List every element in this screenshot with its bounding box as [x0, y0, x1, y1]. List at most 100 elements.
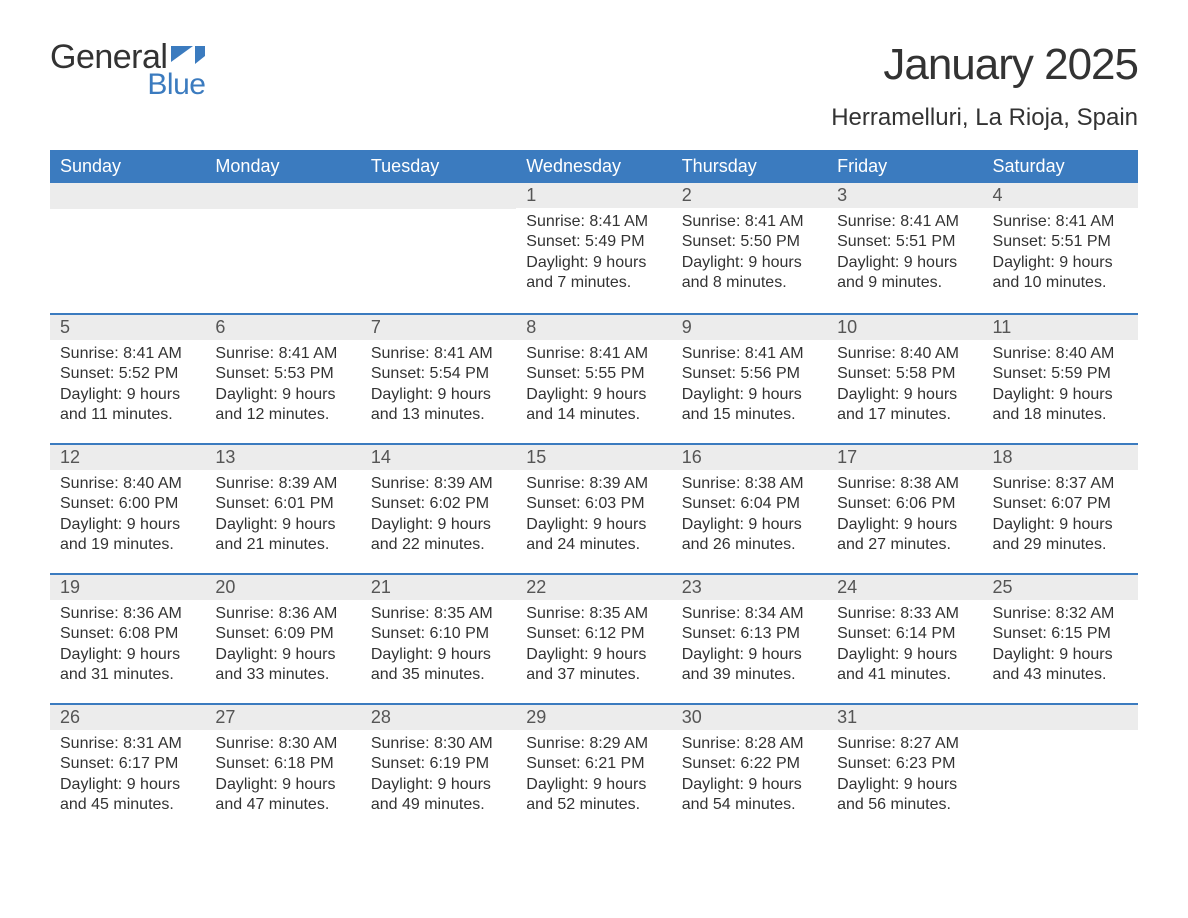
day-number-bar: 4 — [983, 183, 1138, 208]
sunrise-line: Sunrise: 8:36 AM — [215, 604, 350, 624]
day-number-bar — [50, 183, 205, 209]
sunset-line: Sunset: 6:14 PM — [837, 624, 972, 644]
sunrise-line: Sunrise: 8:28 AM — [682, 734, 817, 754]
sunset-line: Sunset: 6:10 PM — [371, 624, 506, 644]
day-number-bar: 21 — [361, 573, 516, 600]
sunset-line: Sunset: 6:09 PM — [215, 624, 350, 644]
daylight-line: Daylight: 9 hours and 12 minutes. — [215, 385, 350, 426]
calendar-cell: 4Sunrise: 8:41 AMSunset: 5:51 PMDaylight… — [983, 183, 1138, 313]
calendar-cell — [361, 183, 516, 313]
daylight-line: Daylight: 9 hours and 14 minutes. — [526, 385, 661, 426]
calendar-week-row: 26Sunrise: 8:31 AMSunset: 6:17 PMDayligh… — [50, 703, 1138, 833]
daylight-line: Daylight: 9 hours and 35 minutes. — [371, 645, 506, 686]
day-number-bar: 3 — [827, 183, 982, 208]
calendar-cell: 14Sunrise: 8:39 AMSunset: 6:02 PMDayligh… — [361, 443, 516, 573]
weekday-header: Sunday — [50, 150, 205, 183]
daylight-line: Daylight: 9 hours and 47 minutes. — [215, 775, 350, 816]
calendar-week-row: 1Sunrise: 8:41 AMSunset: 5:49 PMDaylight… — [50, 183, 1138, 313]
sunrise-line: Sunrise: 8:41 AM — [682, 344, 817, 364]
calendar-week-row: 19Sunrise: 8:36 AMSunset: 6:08 PMDayligh… — [50, 573, 1138, 703]
sunrise-line: Sunrise: 8:40 AM — [837, 344, 972, 364]
sunset-line: Sunset: 6:03 PM — [526, 494, 661, 514]
day-content — [361, 209, 516, 223]
sunset-line: Sunset: 5:55 PM — [526, 364, 661, 384]
calendar-cell: 9Sunrise: 8:41 AMSunset: 5:56 PMDaylight… — [672, 313, 827, 443]
sunrise-line: Sunrise: 8:39 AM — [526, 474, 661, 494]
sunset-line: Sunset: 6:22 PM — [682, 754, 817, 774]
calendar-cell: 5Sunrise: 8:41 AMSunset: 5:52 PMDaylight… — [50, 313, 205, 443]
daylight-line: Daylight: 9 hours and 39 minutes. — [682, 645, 817, 686]
weekday-header: Wednesday — [516, 150, 671, 183]
day-content: Sunrise: 8:40 AMSunset: 5:59 PMDaylight:… — [983, 340, 1138, 436]
sunrise-line: Sunrise: 8:35 AM — [526, 604, 661, 624]
day-number-bar: 14 — [361, 443, 516, 470]
calendar-cell: 1Sunrise: 8:41 AMSunset: 5:49 PMDaylight… — [516, 183, 671, 313]
day-content: Sunrise: 8:39 AMSunset: 6:01 PMDaylight:… — [205, 470, 360, 566]
daylight-line: Daylight: 9 hours and 43 minutes. — [993, 645, 1128, 686]
calendar-cell: 13Sunrise: 8:39 AMSunset: 6:01 PMDayligh… — [205, 443, 360, 573]
sunrise-line: Sunrise: 8:41 AM — [371, 344, 506, 364]
calendar-cell: 20Sunrise: 8:36 AMSunset: 6:09 PMDayligh… — [205, 573, 360, 703]
day-number-bar: 16 — [672, 443, 827, 470]
day-number-bar — [205, 183, 360, 209]
sunset-line: Sunset: 6:02 PM — [371, 494, 506, 514]
brand-logo: General Blue — [50, 40, 205, 100]
weekday-header: Saturday — [983, 150, 1138, 183]
day-number-bar: 30 — [672, 703, 827, 730]
calendar-cell — [983, 703, 1138, 833]
sunset-line: Sunset: 6:21 PM — [526, 754, 661, 774]
sunset-line: Sunset: 6:04 PM — [682, 494, 817, 514]
day-content: Sunrise: 8:30 AMSunset: 6:19 PMDaylight:… — [361, 730, 516, 826]
sunrise-line: Sunrise: 8:41 AM — [526, 212, 661, 232]
day-content: Sunrise: 8:41 AMSunset: 5:56 PMDaylight:… — [672, 340, 827, 436]
calendar-cell: 8Sunrise: 8:41 AMSunset: 5:55 PMDaylight… — [516, 313, 671, 443]
sunrise-line: Sunrise: 8:41 AM — [993, 212, 1128, 232]
day-content: Sunrise: 8:41 AMSunset: 5:49 PMDaylight:… — [516, 208, 671, 304]
calendar-cell: 24Sunrise: 8:33 AMSunset: 6:14 PMDayligh… — [827, 573, 982, 703]
sunrise-line: Sunrise: 8:35 AM — [371, 604, 506, 624]
sunrise-line: Sunrise: 8:30 AM — [215, 734, 350, 754]
daylight-line: Daylight: 9 hours and 27 minutes. — [837, 515, 972, 556]
day-number-bar: 9 — [672, 313, 827, 340]
sunset-line: Sunset: 6:23 PM — [837, 754, 972, 774]
daylight-line: Daylight: 9 hours and 29 minutes. — [993, 515, 1128, 556]
sunset-line: Sunset: 5:59 PM — [993, 364, 1128, 384]
sunrise-line: Sunrise: 8:40 AM — [60, 474, 195, 494]
sunrise-line: Sunrise: 8:38 AM — [682, 474, 817, 494]
sunset-line: Sunset: 5:58 PM — [837, 364, 972, 384]
sunset-line: Sunset: 5:53 PM — [215, 364, 350, 384]
weekday-header: Friday — [827, 150, 982, 183]
day-content: Sunrise: 8:40 AMSunset: 6:00 PMDaylight:… — [50, 470, 205, 566]
page-header: General Blue January 2025 Herramelluri, … — [50, 40, 1138, 132]
sunrise-line: Sunrise: 8:41 AM — [682, 212, 817, 232]
day-content: Sunrise: 8:34 AMSunset: 6:13 PMDaylight:… — [672, 600, 827, 696]
sunset-line: Sunset: 6:08 PM — [60, 624, 195, 644]
calendar-cell: 23Sunrise: 8:34 AMSunset: 6:13 PMDayligh… — [672, 573, 827, 703]
day-content: Sunrise: 8:28 AMSunset: 6:22 PMDaylight:… — [672, 730, 827, 826]
daylight-line: Daylight: 9 hours and 7 minutes. — [526, 253, 661, 294]
day-content: Sunrise: 8:39 AMSunset: 6:02 PMDaylight:… — [361, 470, 516, 566]
day-content: Sunrise: 8:41 AMSunset: 5:52 PMDaylight:… — [50, 340, 205, 436]
day-content: Sunrise: 8:31 AMSunset: 6:17 PMDaylight:… — [50, 730, 205, 826]
sunrise-line: Sunrise: 8:38 AM — [837, 474, 972, 494]
daylight-line: Daylight: 9 hours and 49 minutes. — [371, 775, 506, 816]
calendar-cell: 26Sunrise: 8:31 AMSunset: 6:17 PMDayligh… — [50, 703, 205, 833]
daylight-line: Daylight: 9 hours and 8 minutes. — [682, 253, 817, 294]
location-subtitle: Herramelluri, La Rioja, Spain — [831, 104, 1138, 132]
day-number-bar: 24 — [827, 573, 982, 600]
month-title: January 2025 — [831, 40, 1138, 90]
daylight-line: Daylight: 9 hours and 22 minutes. — [371, 515, 506, 556]
calendar-cell: 28Sunrise: 8:30 AMSunset: 6:19 PMDayligh… — [361, 703, 516, 833]
daylight-line: Daylight: 9 hours and 13 minutes. — [371, 385, 506, 426]
day-content — [983, 730, 1138, 744]
day-content: Sunrise: 8:37 AMSunset: 6:07 PMDaylight:… — [983, 470, 1138, 566]
day-number-bar: 31 — [827, 703, 982, 730]
day-number-bar — [361, 183, 516, 209]
day-number-bar: 26 — [50, 703, 205, 730]
day-content: Sunrise: 8:41 AMSunset: 5:53 PMDaylight:… — [205, 340, 360, 436]
day-content: Sunrise: 8:35 AMSunset: 6:10 PMDaylight:… — [361, 600, 516, 696]
day-number-bar: 6 — [205, 313, 360, 340]
sunset-line: Sunset: 6:15 PM — [993, 624, 1128, 644]
day-content: Sunrise: 8:36 AMSunset: 6:08 PMDaylight:… — [50, 600, 205, 696]
sunset-line: Sunset: 6:07 PM — [993, 494, 1128, 514]
